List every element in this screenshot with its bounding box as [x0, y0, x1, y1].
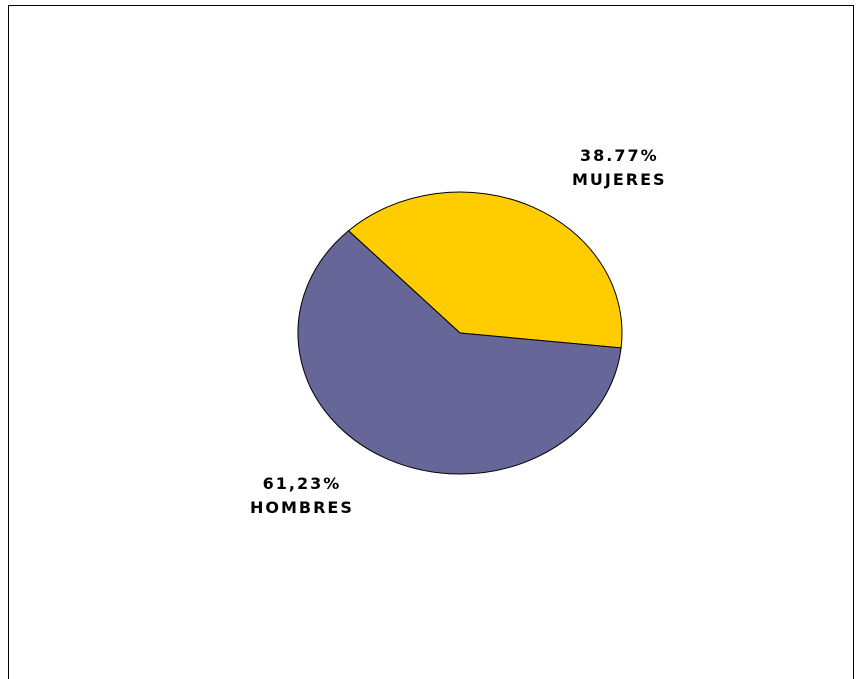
data-label-hombres-name: HOMBRES — [250, 498, 354, 517]
data-label-mujeres: 38.77% MUJERES — [572, 144, 667, 192]
data-label-hombres-percent: 61,23% — [262, 474, 342, 493]
data-label-hombres: 61,23% HOMBRES — [250, 472, 354, 520]
pie-slice-mujeres — [347, 191, 623, 349]
pie-slice-hombres — [297, 230, 622, 475]
data-label-mujeres-name: MUJERES — [572, 170, 667, 189]
data-label-mujeres-percent: 38.77% — [579, 146, 659, 165]
